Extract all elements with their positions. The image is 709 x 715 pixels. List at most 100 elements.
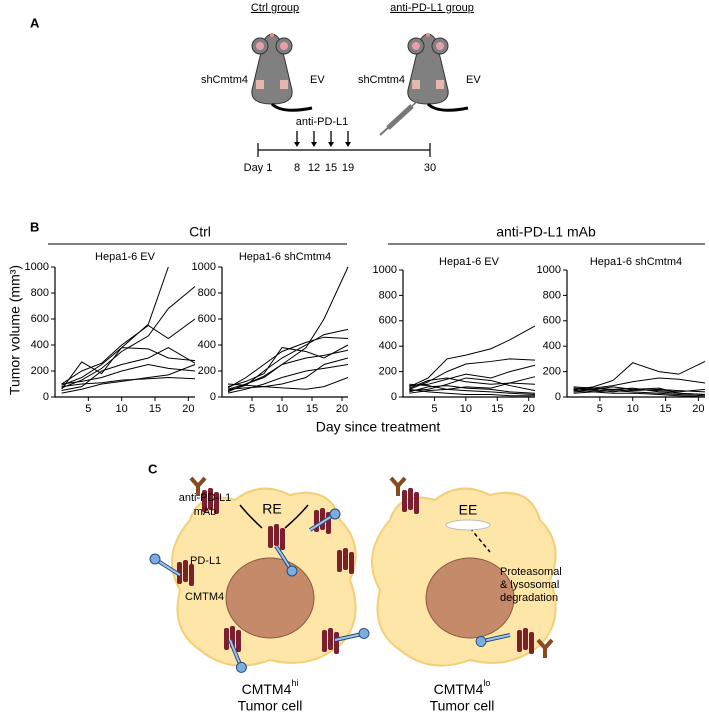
mouse-label: shCmtm4 [201, 74, 248, 86]
panel-label: C [148, 461, 158, 476]
mouse-label: EV [466, 74, 481, 86]
x-tick-label: 20 [182, 403, 194, 415]
arrows [296, 131, 349, 145]
y-tick-label: 200 [198, 365, 216, 377]
y-tick-label: 1000 [192, 261, 216, 273]
series-line [227, 364, 349, 394]
y-tick-label: 400 [198, 339, 216, 351]
y-tick-label: 1000 [537, 264, 561, 276]
timeline-label: 19 [342, 162, 354, 174]
degradation-label: degradation [500, 592, 558, 604]
group-title: Ctrl [189, 224, 211, 240]
timeline [257, 143, 431, 157]
y-tick-label: 0 [43, 391, 49, 403]
cell-sup: hi [291, 678, 298, 688]
x-tick-label: 10 [627, 403, 639, 415]
timeline-label: 12 [308, 162, 320, 174]
series-line [227, 336, 349, 389]
x-tick-label: 10 [276, 403, 288, 415]
chart-title: Hepa1-6 EV [95, 251, 156, 263]
cell-label: Tumor cell [430, 698, 495, 714]
mouse [406, 31, 470, 112]
series-line [409, 377, 536, 392]
series-line [61, 266, 169, 386]
y-tick-label: 0 [210, 391, 216, 403]
y-tick-label: 800 [543, 289, 561, 301]
y-tick-label: 400 [379, 340, 397, 352]
cell-name: CMTM4 [434, 681, 484, 697]
nucleus [425, 557, 515, 639]
mouse-label: shCmtm4 [358, 74, 405, 86]
mouse-label: EV [310, 74, 325, 86]
x-tick-label: 20 [336, 403, 348, 415]
series-line [61, 286, 196, 389]
series-line [61, 347, 196, 390]
panel-b: B Ctrl anti-PD-L1 mAb Tumor volume (mm³)… [7, 219, 705, 435]
group-label: anti-PD-L1 group [390, 2, 474, 14]
series-line [227, 349, 349, 393]
x-tick-label: 10 [116, 403, 128, 415]
series-line [227, 344, 349, 388]
y-tick-label: 600 [543, 315, 561, 327]
treatment-label: anti-PD-L1 [296, 116, 349, 128]
y-tick-label: 600 [31, 313, 49, 325]
chart-title: Hepa1-6 shCmtm4 [590, 256, 682, 268]
series-line [227, 357, 349, 388]
panel-c: C anti-PD-L1 mAb PD-L1 CMTM4 RE EE Prote… [148, 461, 562, 714]
y-tick-label: 600 [379, 315, 397, 327]
timeline-label: Day 1 [244, 162, 273, 174]
series-line [409, 383, 536, 395]
series-line [227, 266, 349, 390]
y-tick-label: 200 [379, 366, 397, 378]
x-tick-label: 15 [659, 403, 671, 415]
cell-label: CMTM4lo [434, 678, 491, 696]
x-tick-label: 5 [249, 403, 255, 415]
x-tick-label: 5 [597, 403, 603, 415]
series-line [409, 358, 536, 390]
y-tick-label: 1000 [373, 264, 397, 276]
degradation-label: & lysosomal [500, 579, 559, 591]
x-tick-label: 20 [692, 403, 704, 415]
series-line [409, 376, 536, 394]
y-tick-label: 0 [391, 391, 397, 403]
series-line [409, 364, 536, 387]
arrow-heads [294, 142, 351, 147]
timeline-label: 30 [424, 162, 436, 174]
y-tick-label: 1000 [25, 261, 49, 273]
chart-title: Hepa1-6 EV [439, 256, 500, 268]
series-line [409, 325, 536, 388]
y-tick-label: 600 [198, 313, 216, 325]
y-tick-label: 800 [198, 287, 216, 299]
y-tick-label: 800 [379, 289, 397, 301]
syringe [379, 98, 421, 136]
cell-label: Tumor cell [238, 698, 303, 714]
panel-label: A [30, 15, 40, 30]
ee-label: EE [459, 502, 478, 518]
y-tick-label: 200 [31, 365, 49, 377]
pdl1-label: PD-L1 [190, 555, 221, 567]
cmtm4-label: CMTM4 [185, 591, 224, 603]
mouse [250, 31, 314, 112]
x-tick-label: 5 [85, 403, 91, 415]
cell-label: CMTM4hi [242, 678, 299, 696]
group-title: anti-PD-L1 mAb [496, 224, 596, 240]
x-tick-label: 15 [149, 403, 161, 415]
y-tick-label: 400 [31, 339, 49, 351]
y-axis-label: Tumor volume (mm³) [7, 265, 23, 395]
timeline-label: 8 [294, 162, 300, 174]
re-label: RE [262, 501, 281, 517]
series-line [61, 318, 196, 385]
timeline-label: 15 [325, 162, 337, 174]
cell-name: CMTM4 [242, 681, 292, 697]
antibody-label: anti-PD-L1 [179, 492, 232, 504]
nucleus [225, 557, 315, 639]
cell-sup: lo [483, 678, 490, 688]
series-line [573, 387, 706, 395]
series-line [227, 377, 349, 390]
series-line [61, 347, 196, 391]
axis [566, 270, 705, 398]
panel-a: A Ctrl group anti-PD-L1 group shCmtm4 EV… [30, 2, 481, 174]
x-tick-label: 20 [523, 403, 535, 415]
axis [221, 267, 348, 398]
